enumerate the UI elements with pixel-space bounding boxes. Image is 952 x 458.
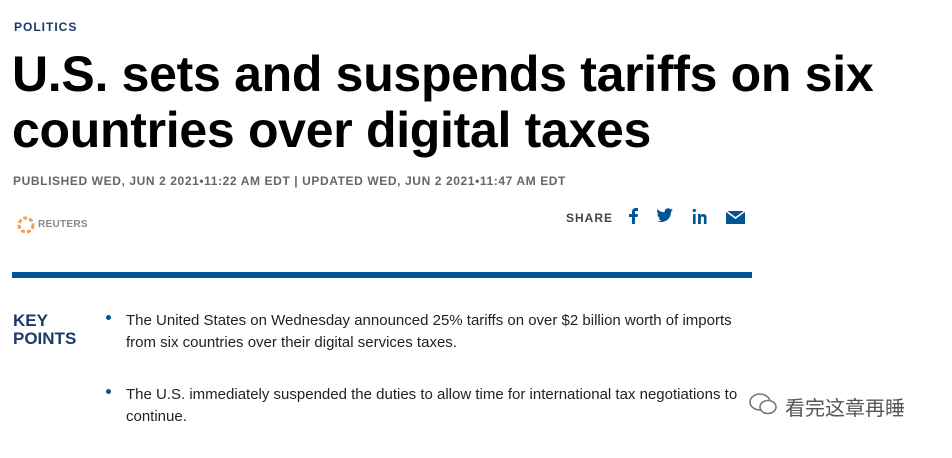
key-point: The U.S. immediately suspended the dutie… — [104, 384, 744, 428]
key-points-list: The United States on Wednesday announced… — [104, 310, 744, 458]
share-icons — [629, 208, 746, 224]
email-icon[interactable] — [725, 210, 746, 224]
twitter-icon[interactable] — [657, 208, 673, 222]
facebook-icon[interactable] — [629, 208, 638, 224]
page: POLITICS U.S. sets and suspends tariffs … — [12, 20, 905, 425]
source: REUTERS — [38, 219, 88, 230]
key-points-label: KEY POINTS — [13, 311, 77, 348]
divider — [12, 272, 752, 278]
timestamp: PUBLISHED WED, JUN 2 2021•11:22 AM EDT |… — [13, 174, 566, 188]
key-point: The United States on Wednesday announced… — [104, 310, 744, 354]
source-logo — [17, 216, 35, 234]
wechat-icon — [749, 393, 777, 415]
share-label: SHARE — [566, 211, 614, 225]
headline: U.S. sets and suspends tariffs on six co… — [12, 46, 874, 158]
watermark: 看完这章再睡 — [785, 398, 905, 420]
section-label[interactable]: POLITICS — [14, 20, 78, 34]
linkedin-icon[interactable] — [692, 208, 707, 224]
